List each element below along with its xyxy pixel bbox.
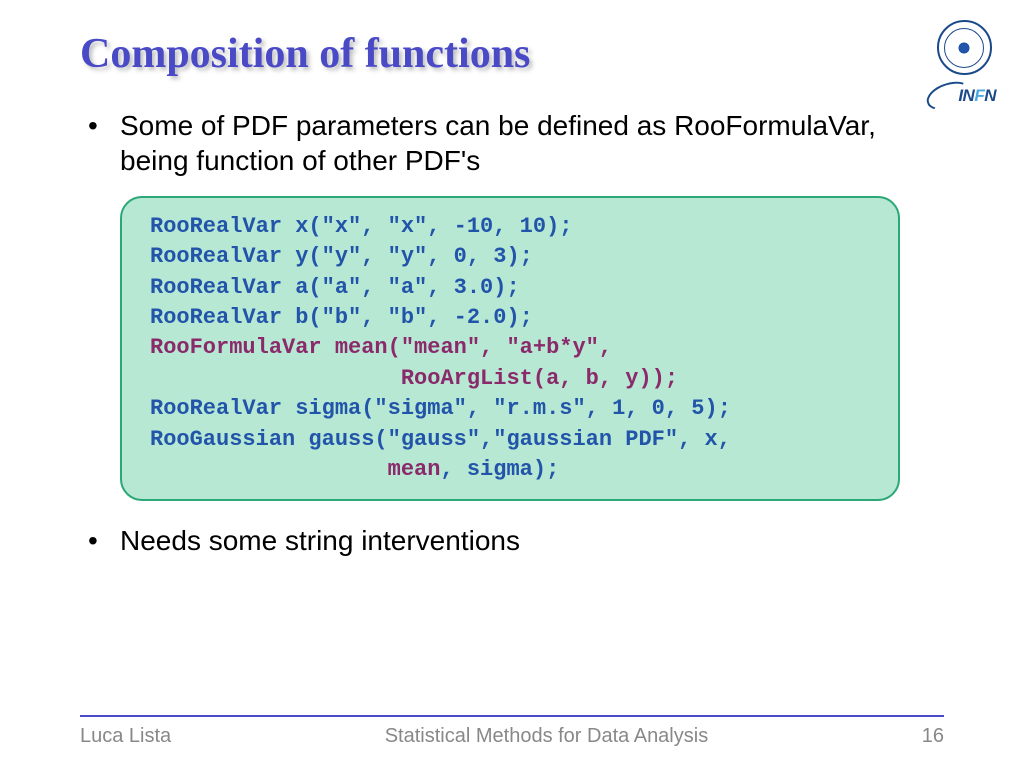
code-segment: , sigma); [440, 457, 559, 482]
code-segment: RooRealVar x("x", "x", -10, 10); [150, 214, 572, 239]
bullet-item: Needs some string interventions [80, 523, 944, 558]
code-segment: mean [388, 457, 441, 482]
code-line: mean, sigma); [150, 455, 876, 485]
footer-author: Luca Lista [80, 725, 171, 748]
code-line: RooRealVar sigma("sigma", "r.m.s", 1, 0,… [150, 394, 876, 424]
footer-row: Luca Lista Statistical Methods for Data … [80, 725, 944, 748]
footer-title: Statistical Methods for Data Analysis [385, 725, 708, 748]
code-segment: RooArgList(a, b, y)); [150, 366, 678, 391]
code-segment [150, 457, 388, 482]
code-line: RooFormulaVar mean("mean", "a+b*y", [150, 333, 876, 363]
code-line: RooRealVar x("x", "x", -10, 10); [150, 212, 876, 242]
code-segment: RooRealVar a("a", "a", 3.0); [150, 275, 520, 300]
code-line: RooRealVar b("b", "b", -2.0); [150, 303, 876, 333]
code-segment: RooRealVar b("b", "b", -2.0); [150, 305, 533, 330]
seal-inner-icon [951, 35, 977, 61]
code-segment: RooRealVar y("y", "y", 0, 3); [150, 244, 533, 269]
footer-divider [80, 715, 944, 717]
code-line: RooRealVar y("y", "y", 0, 3); [150, 242, 876, 272]
code-block: RooRealVar x("x", "x", -10, 10); RooRealV… [120, 196, 900, 501]
footer-page-number: 16 [922, 725, 944, 748]
bullet-list: Some of PDF parameters can be defined as… [80, 108, 944, 178]
slide: INFN Composition of functions Some of PD… [0, 0, 1024, 768]
code-line: RooGaussian gauss("gauss","gaussian PDF"… [150, 425, 876, 455]
code-segment: RooRealVar sigma("sigma", "r.m.s", 1, 0,… [150, 396, 731, 421]
university-seal-logo [937, 20, 992, 75]
code-segment: RooFormulaVar mean("mean", "a+b*y", [150, 335, 612, 360]
code-segment: RooGaussian gauss("gauss","gaussian PDF"… [150, 427, 731, 452]
code-line: RooArgList(a, b, y)); [150, 364, 876, 394]
bullet-item: Some of PDF parameters can be defined as… [80, 108, 944, 178]
infn-logo: INFN [926, 81, 1002, 111]
bullet-list: Needs some string interventions [80, 523, 944, 558]
code-line: RooRealVar a("a", "a", 3.0); [150, 273, 876, 303]
slide-title: Composition of functions [80, 30, 944, 78]
logo-group: INFN [926, 20, 1002, 111]
slide-footer: Luca Lista Statistical Methods for Data … [0, 715, 1024, 748]
